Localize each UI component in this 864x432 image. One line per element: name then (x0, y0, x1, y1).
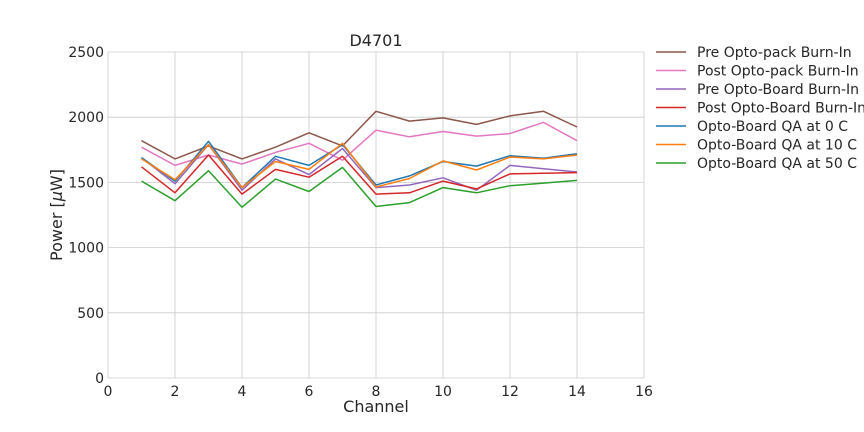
y-tick-label: 0 (95, 371, 104, 387)
legend-label: Opto-Board QA at 0 C (697, 119, 848, 135)
x-tick-label: 6 (305, 384, 314, 400)
y-tick-label: 1000 (68, 241, 104, 257)
y-axis-label: Power [μW] (47, 169, 66, 261)
y-tick-label: 1500 (68, 175, 104, 191)
legend: Pre Opto-pack Burn-In Post Opto-pack Burn… (656, 45, 864, 172)
x-axis-label: Channel (343, 397, 409, 416)
y-tick-label: 2000 (68, 110, 104, 126)
x-tick-label: 0 (104, 384, 113, 400)
x-tick-label: 4 (238, 384, 247, 400)
legend-label: Opto-Board QA at 50 C (697, 156, 857, 172)
y-axis-label-suffix: W] (47, 169, 66, 191)
y-tick-label: 2500 (68, 45, 104, 61)
x-axis-ticks: 0 2 4 6 8 10 12 14 16 (104, 384, 653, 400)
x-tick-label: 8 (372, 384, 381, 400)
legend-label: Pre Opto-Board Burn-In (697, 82, 859, 98)
x-tick-label: 14 (568, 384, 586, 400)
legend-label: Post Opto-Board Burn-In (697, 101, 864, 117)
grid (107, 51, 645, 379)
y-axis-label-mu: μ (47, 191, 66, 202)
y-axis-label-prefix: Power [ (47, 201, 66, 261)
series-line-4 (141, 154, 578, 195)
legend-label: Opto-Board QA at 10 C (697, 138, 857, 154)
x-tick-label: 12 (501, 384, 519, 400)
x-tick-label: 16 (635, 384, 653, 400)
x-tick-label: 2 (171, 384, 180, 400)
series-line-2 (141, 121, 578, 167)
y-axis-ticks: 0 500 1000 1500 2000 2500 (68, 45, 104, 387)
x-tick-label: 10 (434, 384, 452, 400)
chart-title: D4701 (349, 31, 402, 50)
series-line-7 (141, 166, 578, 208)
legend-label: Post Opto-pack Burn-In (697, 64, 859, 80)
series-layer (141, 110, 578, 208)
series-line-6 (141, 142, 578, 189)
y-tick-label: 500 (77, 306, 104, 322)
legend-label: Pre Opto-pack Burn-In (697, 45, 852, 61)
